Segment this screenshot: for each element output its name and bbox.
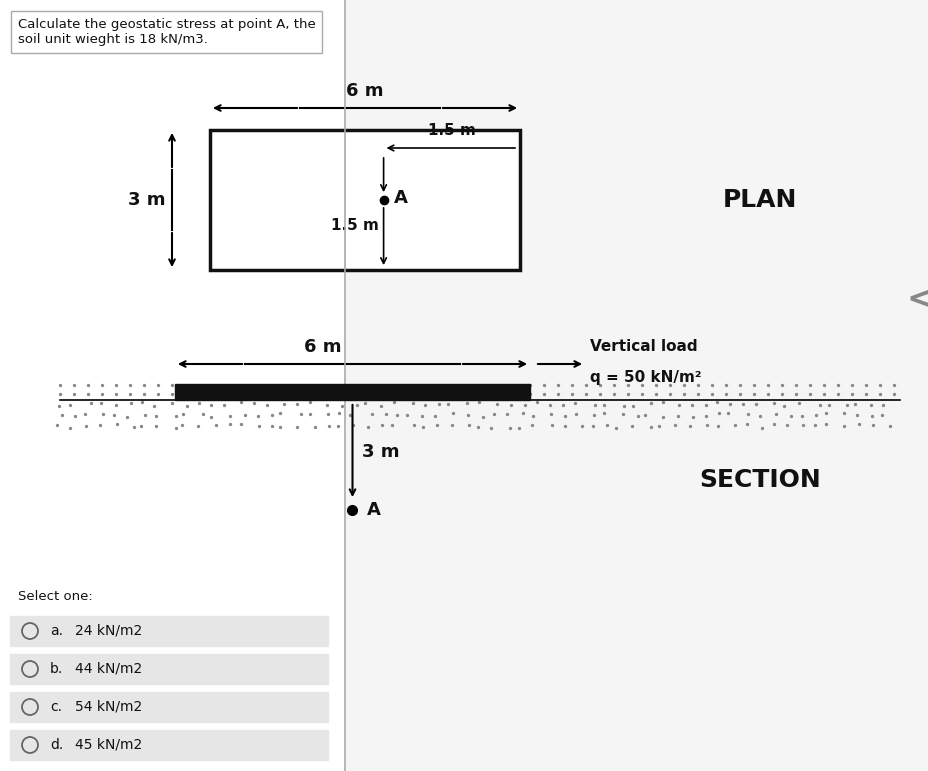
- Text: 1.5 m: 1.5 m: [330, 218, 379, 233]
- Text: 45 kN/m2: 45 kN/m2: [75, 738, 142, 752]
- Text: c.: c.: [50, 700, 62, 714]
- Text: A: A: [367, 501, 380, 519]
- Text: A: A: [393, 189, 407, 207]
- Text: 44 kN/m2: 44 kN/m2: [75, 662, 142, 676]
- Text: 54 kN/m2: 54 kN/m2: [75, 700, 142, 714]
- Text: <: <: [905, 284, 928, 317]
- Text: Vertical load: Vertical load: [589, 339, 697, 354]
- Text: 6 m: 6 m: [346, 82, 383, 100]
- Bar: [10, 616, 328, 646]
- Bar: [10, 654, 328, 684]
- Text: 1.5 m: 1.5 m: [428, 123, 475, 138]
- Text: SECTION: SECTION: [699, 468, 820, 492]
- Text: 3 m: 3 m: [362, 443, 400, 461]
- Text: q = 50 kN/m²: q = 50 kN/m²: [589, 370, 701, 385]
- Text: Select one:: Select one:: [18, 590, 93, 603]
- Bar: [10, 730, 328, 760]
- Text: 6 m: 6 m: [303, 338, 341, 356]
- Text: 24 kN/m2: 24 kN/m2: [75, 624, 142, 638]
- Text: PLAN: PLAN: [722, 188, 796, 212]
- Text: 3 m: 3 m: [128, 191, 166, 209]
- Text: a.: a.: [50, 624, 63, 638]
- Text: b.: b.: [50, 662, 63, 676]
- Text: Calculate the geostatic stress at point A, the
soil unit wieght is 18 kN/m3.: Calculate the geostatic stress at point …: [18, 18, 316, 46]
- Bar: [10, 692, 328, 722]
- Text: d.: d.: [50, 738, 63, 752]
- Bar: [174, 384, 530, 400]
- Bar: [210, 130, 520, 270]
- Bar: [0, 0, 344, 771]
